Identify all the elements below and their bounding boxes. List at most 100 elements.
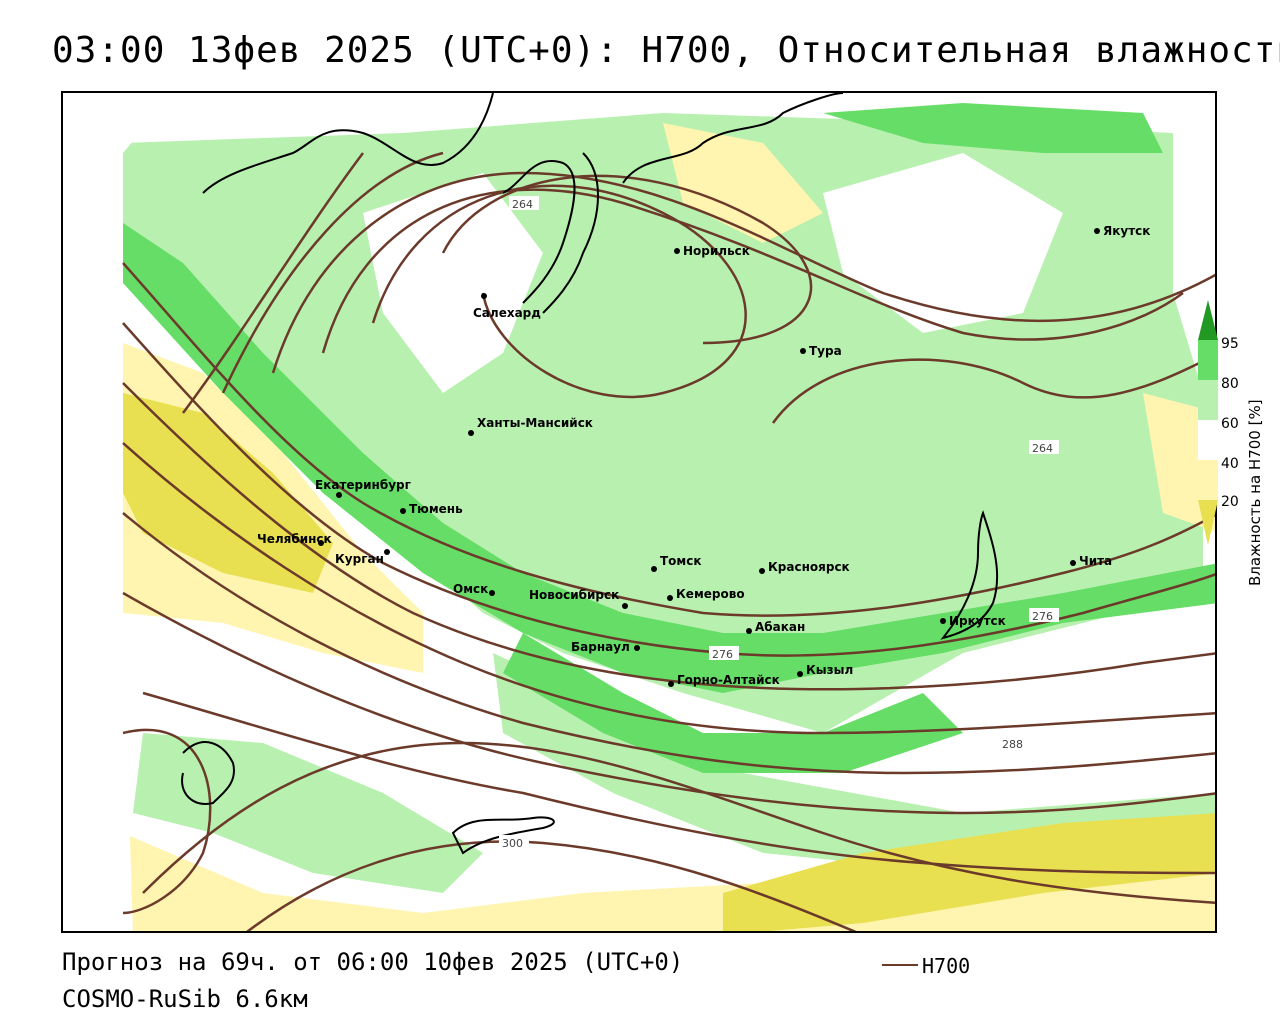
contour-line [371, 184, 747, 399]
city-label-krasnoyarsk: Красноярск [768, 560, 850, 574]
lake-baikal [940, 510, 999, 640]
humidity-area-white-2 [823, 153, 1063, 333]
contour-label-bg [709, 646, 739, 660]
humidity-area-light-green-south [493, 653, 1215, 873]
city-dot [759, 568, 765, 574]
city-dot [384, 549, 390, 555]
contour-label-bg [1029, 440, 1059, 454]
city-dot [318, 540, 324, 546]
city-dot [468, 430, 474, 436]
contour-label: 288 [1002, 738, 1023, 751]
coastline-kara-sea [202, 93, 494, 194]
city-label-kemerovo: Кемерово [676, 587, 745, 601]
city-dot [667, 595, 673, 601]
city-label-omsk: Омск [453, 582, 488, 596]
contour-line [321, 188, 1184, 354]
coastline-taymyr [622, 93, 844, 184]
lake-balkhash [451, 816, 555, 855]
contour-value-labels: 264 264 276 276 288 300 [499, 196, 1059, 850]
colorbar-tick-95: 95 [1221, 336, 1239, 352]
humidity-band-green-2 [503, 633, 963, 773]
map-panel: Якутск Норильск Салехард Тура Ханты-Манс… [61, 91, 1217, 933]
model-name: COSMO-RuSib 6.6км [62, 985, 308, 1013]
city-dot [674, 248, 680, 254]
map-canvas: Якутск Норильск Салехард Тура Ханты-Манс… [63, 93, 1215, 931]
city-label-yekaterinburg: Екатеринбург [315, 478, 411, 492]
contour-line [142, 691, 1215, 875]
city-dot [400, 508, 406, 514]
city-label-salekhard: Салехард [473, 306, 541, 320]
city-label-irkutsk: Иркутск [949, 614, 1006, 628]
humidity-fields [63, 93, 1215, 931]
city-label-tyumen: Тюмень [409, 502, 463, 516]
contour-line [122, 382, 1215, 691]
city-dot [668, 681, 674, 687]
city-dot [1070, 560, 1076, 566]
colorbar-tick-40: 40 [1221, 456, 1239, 472]
h700-legend-label: H700 [922, 954, 971, 978]
contour-line [221, 151, 444, 394]
humidity-area-white-1 [363, 173, 543, 393]
colorbar-segment [1198, 340, 1218, 380]
contour-line [122, 512, 1215, 775]
contour-label-bg [999, 736, 1029, 750]
city-label-gorno-altaysk: Горно-Алтайск [677, 673, 780, 687]
city-label-norilsk: Норильск [683, 244, 750, 258]
contour-line [122, 322, 1215, 657]
colorbar-title: Влажность на H700 [%] [1246, 399, 1264, 586]
city-label-khanty-mansiysk: Ханты-Мансийск [477, 416, 593, 430]
city-label-chita: Чита [1079, 554, 1112, 568]
contour-label: 276 [712, 648, 733, 661]
humidity-area-green-north [823, 103, 1163, 153]
city-dot [489, 590, 495, 596]
contour-label-bg [499, 835, 529, 849]
colorbar-segment [1198, 380, 1218, 420]
contour-line [271, 171, 1215, 374]
city-dot [940, 618, 946, 624]
map-title: 03:00 13фев 2025 (UTC+0): H700, Относите… [52, 30, 1280, 71]
city-label-yakutsk: Якутск [1103, 224, 1150, 238]
city-dot [622, 603, 628, 609]
contour-line [246, 840, 857, 931]
colorbar-tick-20: 20 [1221, 494, 1239, 510]
out-of-domain-sw [63, 613, 133, 931]
humidity-area-light-green-sw [133, 733, 483, 893]
contour-label: 276 [1032, 610, 1053, 623]
coastline-yamal [502, 152, 599, 314]
contour-label-bg [1029, 608, 1059, 622]
city-dot [746, 628, 752, 634]
coastlines [181, 93, 999, 855]
colorbar-segment [1198, 420, 1218, 460]
humidity-area-yellow-west [123, 393, 333, 593]
contour-label: 264 [512, 198, 533, 211]
colorbar-tick-80: 80 [1221, 376, 1239, 392]
city-markers: Якутск Норильск Салехард Тура Ханты-Манс… [257, 224, 1150, 687]
contour-line [441, 174, 813, 345]
contour-label: 300 [502, 837, 523, 850]
city-dot [481, 293, 487, 299]
humidity-area-yellow-east [1143, 393, 1215, 532]
city-label-tura: Тура [809, 344, 842, 358]
city-label-chelyabinsk: Челябинск [257, 532, 332, 546]
contour-label-bg [509, 196, 539, 210]
contour-line [122, 442, 1215, 735]
city-label-novosibirsk: Новосибирск [529, 588, 619, 602]
city-label-kurgan: Курган [335, 552, 384, 566]
city-label-tomsk: Томск [660, 554, 702, 568]
contour-line [771, 353, 1215, 424]
city-dot [634, 645, 640, 651]
colorbar-top-arrow [1198, 300, 1218, 340]
contour-line [122, 262, 1215, 617]
city-label-barnaul: Барнаул [571, 640, 630, 654]
city-dot [651, 566, 657, 572]
city-dot [336, 492, 342, 498]
colorbar-bottom-arrow [1198, 500, 1218, 545]
contour-line [122, 728, 212, 915]
city-label-abakan: Абакан [755, 620, 805, 634]
contour-label: 264 [1032, 442, 1053, 455]
colorbar-tick-60: 60 [1221, 416, 1239, 432]
city-dot [1094, 228, 1100, 234]
coastline-caspian [181, 741, 235, 805]
contour-line [142, 741, 1215, 904]
city-dot [800, 348, 806, 354]
